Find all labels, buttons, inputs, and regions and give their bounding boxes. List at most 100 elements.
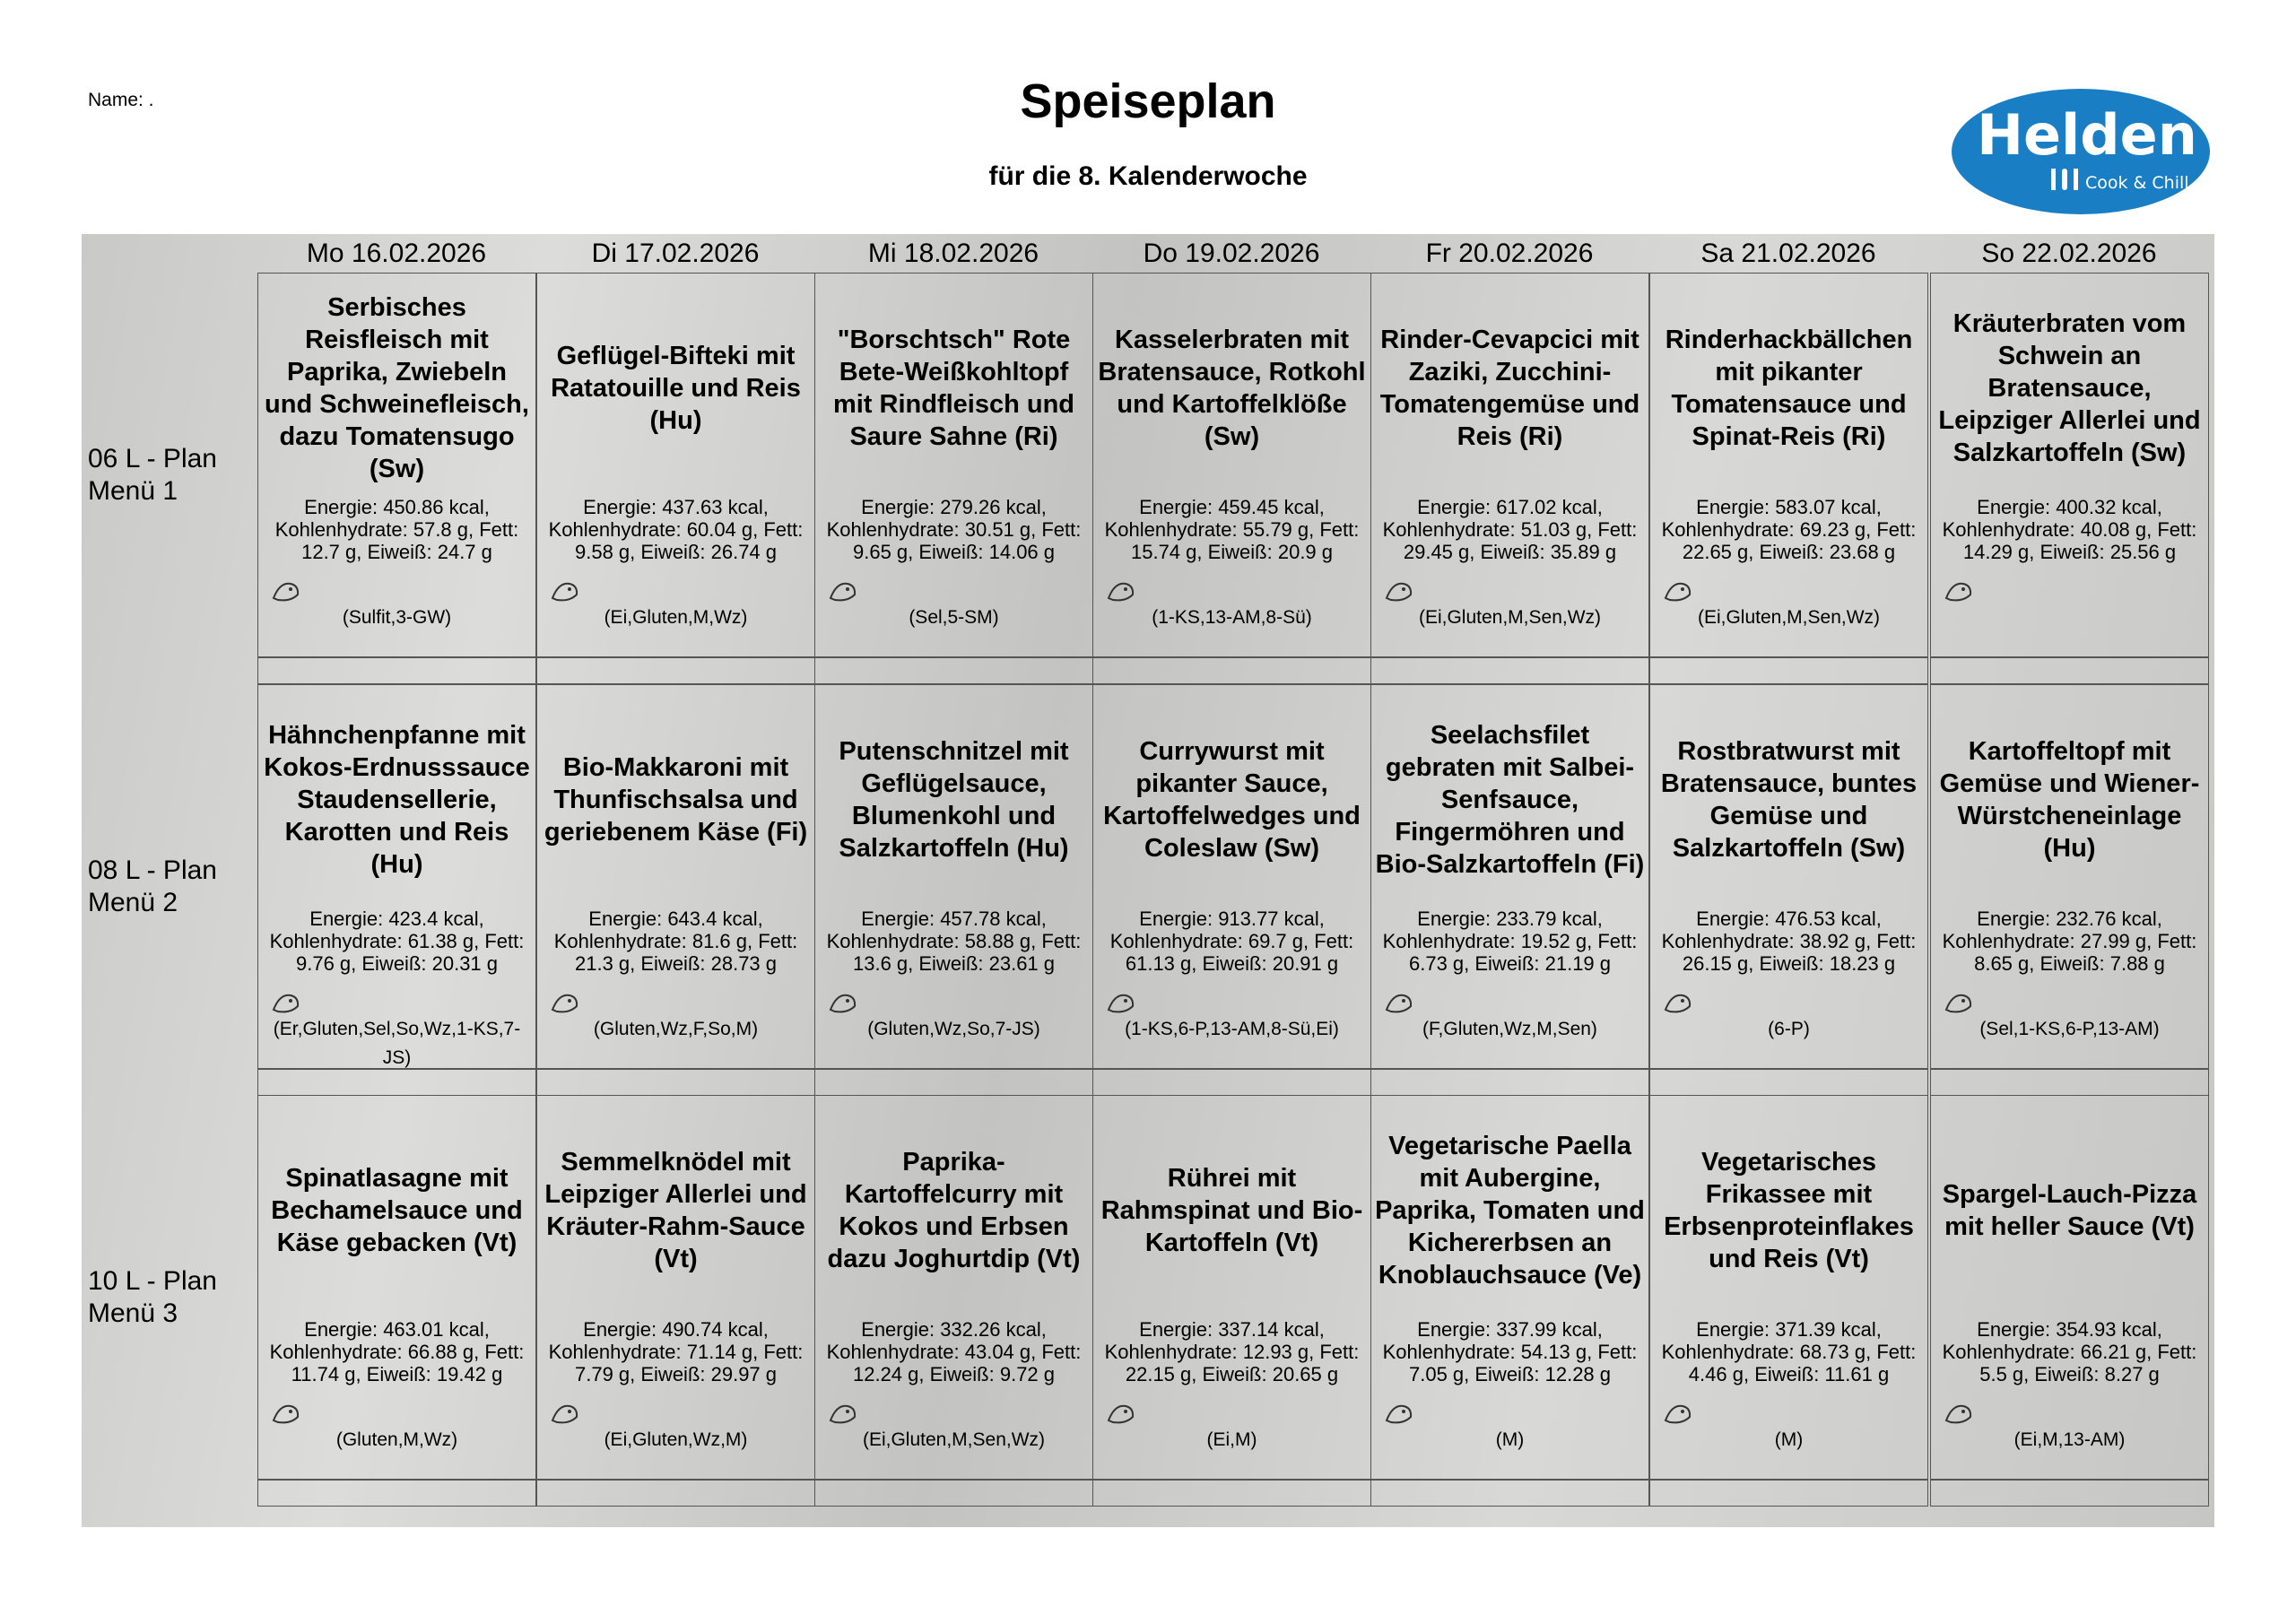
dish-title: "Borschtsch" Rote Bete-Weißkohltopf mit … [832,325,1075,451]
dish-cell: Currywurst mit pikanter Sauce, Kartoffel… [1092,684,1371,1070]
spacer-cell [1092,1479,1371,1507]
allergens: (6-P) [1768,1019,1810,1039]
nutrition: Energie: 913.77 kcal, Kohlenhydrate: 69.… [1109,908,1354,975]
menu-board [82,234,2214,1527]
diet-icon [1384,578,1414,608]
nutrition: Energie: 332.26 kcal, Kohlenhydrate: 43.… [826,1318,1082,1385]
dish-title: Currywurst mit pikanter Sauce, Kartoffel… [1103,736,1361,863]
dish-cell: Spinatlasagne mit Bechamelsauce und Käse… [257,1095,536,1481]
day-header: Fr 20.02.2026 [1425,239,1594,268]
diet-icon [1663,990,1693,1020]
dish-title: Rinder-Cevapcici mit Zaziki, Zucchini-To… [1379,325,1640,451]
dish-cell: Semmelknödel mit Leipziger Allerlei und … [536,1095,815,1481]
allergens: (Ei,Gluten,Wz,M) [604,1429,748,1450]
diet-icon [1106,1401,1136,1430]
day-header: Do 19.02.2026 [1143,239,1320,268]
dish-cell: Putenschnitzel mit Geflügelsauce, Blumen… [814,684,1093,1070]
allergens: (1-KS,13-AM,8-Sü) [1152,607,1312,628]
dish-title: Semmelknödel mit Leipziger Allerlei und … [544,1147,807,1273]
allergens: (Ei,Gluten,M,Sen,Wz) [1697,607,1881,628]
dish-title: Kräuterbraten vom Schwein an Bratensauce… [1938,308,2201,467]
dish-cell: Rinderhackbällchen mit pikanter Tomatens… [1649,273,1928,658]
dish-cell: Geflügel-Bifteki mit Ratatouille und Rei… [536,273,815,658]
spacer-cell [536,1068,815,1096]
dish-cell: Rinder-Cevapcici mit Zaziki, Zucchini-To… [1370,273,1649,658]
diet-icon [1944,578,1974,608]
allergens: (Ei,M,13-AM) [2013,1429,2126,1450]
diet-icon [1384,990,1414,1020]
spacer-cell [814,656,1093,684]
row-label-line: Menü 1 [88,476,178,506]
day-header: Sa 21.02.2026 [1700,239,1876,268]
diet-icon [1663,578,1693,608]
allergens: (M) [1774,1429,1804,1450]
spacer-cell [257,1068,536,1096]
dish-title: Rostbratwurst mit Bratensauce, buntes Ge… [1660,736,1918,863]
nutrition: Energie: 232.76 kcal, Kohlenhydrate: 27.… [1942,908,2197,975]
dish-title: Rinderhackbällchen mit pikanter Tomatens… [1665,325,1913,451]
nutrition: Energie: 490.74 kcal, Kohlenhydrate: 71.… [548,1318,804,1385]
day-header: Mo 16.02.2026 [306,239,487,268]
dish-cell: Hähnchenpfanne mit Kokos-Erdnusssauce St… [257,684,536,1070]
diet-icon [1106,578,1136,608]
dish-title: Spinatlasagne mit Bechamelsauce und Käse… [271,1163,523,1257]
dish-cell: Paprika-Kartoffelcurry mit Kokos und Erb… [814,1095,1093,1481]
nutrition: Energie: 457.78 kcal, Kohlenhydrate: 58.… [826,908,1082,975]
spacer-cell [1092,656,1371,684]
nutrition: Energie: 617.02 kcal, Kohlenhydrate: 51.… [1382,496,1638,563]
logo-brand: Helden [1977,102,2197,168]
dish-title: Seelachsfilet gebraten mit Salbei-Senfsa… [1375,720,1645,879]
diet-icon [1663,1401,1693,1430]
dish-title: Paprika-Kartoffelcurry mit Kokos und Erb… [827,1147,1081,1273]
nutrition: Energie: 643.4 kcal, Kohlenhydrate: 81.6… [553,908,798,975]
spacer-cell [1649,1479,1928,1507]
allergens: (1-KS,6-P,13-AM,8-Sü,Ei) [1125,1019,1339,1039]
row-label-line: 06 L - Plan [88,444,217,473]
allergens: (F,Gluten,Wz,M,Sen) [1422,1019,1597,1039]
allergens: (Sulfit,3-GW) [342,607,452,628]
allergens: (Sel,5-SM) [909,607,999,628]
diet-icon [828,990,858,1020]
diet-icon [1106,990,1136,1020]
dish-cell: Bio-Makkaroni mit Thunfischsalsa und ger… [536,684,815,1070]
dish-cell: Seelachsfilet gebraten mit Salbei-Senfsa… [1370,684,1649,1070]
dish-cell: Kartoffeltopf mit Gemüse und Wiener-Würs… [1930,684,2209,1070]
row-label-line: 10 L - Plan [88,1266,217,1296]
row-label-line: Menü 3 [88,1298,178,1328]
dish-title: Kartoffeltopf mit Gemüse und Wiener-Würs… [1939,736,2200,863]
spacer-cell [1092,1068,1371,1096]
row-label: 06 L - Plan Menü 1 [88,443,217,508]
spacer-cell [1930,1479,2209,1507]
allergens: (Sel,1-KS,6-P,13-AM) [1979,1019,2160,1039]
nutrition: Energie: 371.39 kcal, Kohlenhydrate: 68.… [1661,1318,1917,1385]
diet-icon [271,1401,301,1430]
spacer-cell [1930,1068,2209,1096]
spacer-cell [1370,656,1649,684]
day-header: Di 17.02.2026 [591,239,760,268]
allergens: (Ei,M) [1206,1429,1257,1450]
allergens: (Ei,Gluten,M,Sen,Wz) [1418,607,1602,628]
spacer-cell [1649,1068,1928,1096]
name-field: Name: . [88,90,154,110]
nutrition: Energie: 437.63 kcal, Kohlenhydrate: 60.… [548,496,804,563]
spacer-cell [1649,656,1928,684]
diet-icon [271,990,301,1020]
nutrition: Energie: 337.99 kcal, Kohlenhydrate: 54.… [1382,1318,1638,1385]
diet-icon [550,578,580,608]
dish-cell: Spargel-Lauch-Pizza mit heller Sauce (Vt… [1930,1095,2209,1481]
logo-tagline: Cook & Chill [2085,173,2189,193]
nutrition: Energie: 459.45 kcal, Kohlenhydrate: 55.… [1104,496,1360,563]
diet-icon [1944,1401,1974,1430]
row-label-line: Menü 2 [88,888,178,917]
row-label: 08 L - Plan Menü 2 [88,855,217,919]
nutrition: Energie: 450.86 kcal, Kohlenhydrate: 57.… [274,496,519,563]
dish-title: Kasselerbraten mit Bratensauce, Rotkohl … [1098,325,1366,451]
diet-icon [550,990,580,1020]
allergens: (Gluten,M,Wz) [335,1429,458,1450]
nutrition: Energie: 476.53 kcal, Kohlenhydrate: 38.… [1661,908,1917,975]
spacer-cell [1930,656,2209,684]
dish-cell: Kräuterbraten vom Schwein an Bratensauce… [1930,273,2209,658]
spacer-cell [257,656,536,684]
allergens: (M) [1495,1429,1525,1450]
nutrition: Energie: 400.32 kcal, Kohlenhydrate: 40.… [1942,496,2197,563]
